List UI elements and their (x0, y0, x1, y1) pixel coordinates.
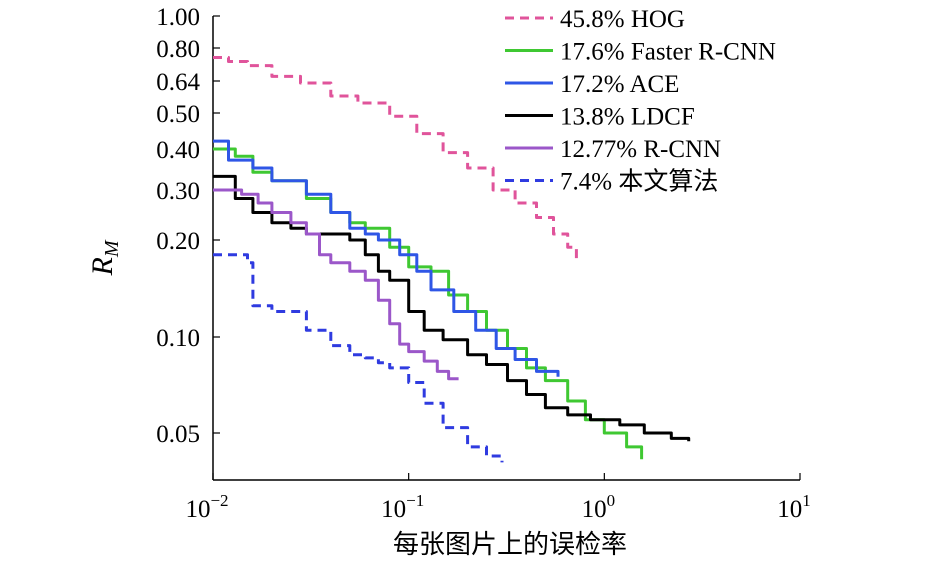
series-line-3 (213, 174, 691, 442)
x-tick-label: 100 (582, 491, 616, 523)
y-tick-label: 0.80 (156, 36, 200, 63)
y-tick-label: 0.05 (156, 421, 200, 448)
legend: 45.8% HOG 17.6% Faster R-CNN 17.2% ACE 13.8… (505, 6, 776, 196)
series-line-4 (213, 188, 459, 381)
legend-label-0: 45.8% HOG (560, 6, 685, 33)
x-tick-exponent: 1 (802, 491, 811, 510)
y-tick-label: 0.30 (156, 178, 200, 205)
series-line-0 (213, 56, 578, 263)
svg-text:RM: RM (86, 239, 123, 276)
x-tick-label: 10−2 (185, 491, 228, 523)
y-axis-label-sub: M (101, 239, 123, 258)
x-tick-base: 10 (381, 496, 406, 523)
series-line-1 (213, 147, 644, 460)
y-tick-label: 0.50 (156, 101, 200, 128)
x-tick-base: 10 (582, 496, 607, 523)
y-tick-label: 0.64 (156, 69, 200, 96)
axis-labels: 每张图片上的误检率 RM (86, 239, 627, 560)
x-tick-label: 10−1 (381, 491, 424, 523)
x-tick-base: 10 (185, 496, 210, 523)
legend-label-2: 17.2% ACE (560, 71, 679, 98)
y-tick-label: 0.20 (156, 228, 200, 255)
legend-label-1: 17.6% Faster R-CNN (560, 39, 776, 66)
x-tick-label: 101 (777, 491, 811, 523)
y-axis-label-main: R (86, 257, 119, 276)
x-tick-base: 10 (777, 496, 802, 523)
legend-label-3: 13.8% LDCF (560, 104, 695, 131)
x-axis-label: 每张图片上的误检率 (393, 530, 627, 560)
y-tick-label: 1.00 (156, 4, 200, 31)
axes: 1.000.800.640.500.400.300.200.100.0510−2… (156, 4, 811, 523)
y-axis-label: RM (86, 239, 123, 276)
series-layer (213, 56, 691, 463)
x-tick-exponent: 0 (607, 491, 616, 510)
y-tick-label: 0.10 (156, 325, 200, 352)
series-line-5 (213, 253, 504, 463)
x-tick-exponent: −1 (406, 491, 424, 510)
legend-label-4: 12.77% R-CNN (560, 136, 721, 163)
x-tick-exponent: −2 (210, 491, 228, 510)
y-tick-label: 0.40 (156, 137, 200, 164)
series-line-2 (213, 139, 560, 377)
legend-label-5: 7.4% 本文算法 (560, 168, 718, 196)
